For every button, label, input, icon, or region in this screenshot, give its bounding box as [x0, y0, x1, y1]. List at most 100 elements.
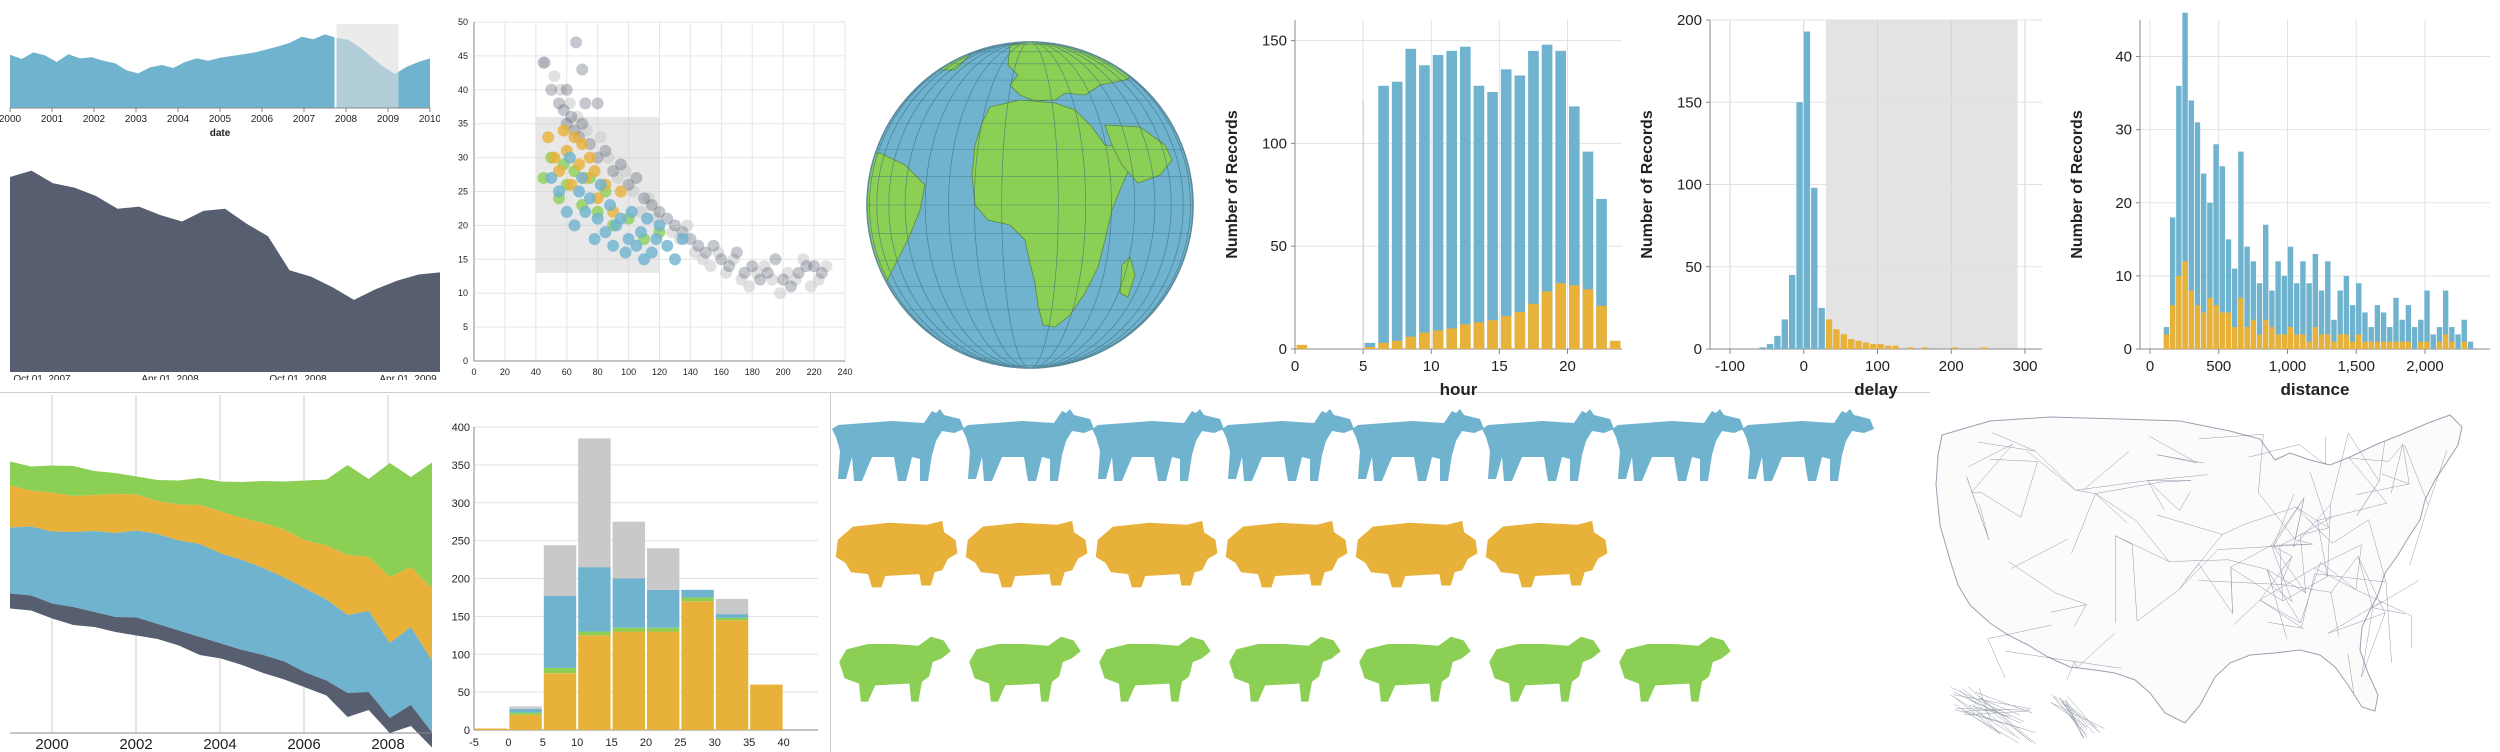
hour-histogram-chart[interactable]: 0 50 100 150 Number of Records 0 5 10 15 20 hour [1215, 0, 1630, 410]
bar-distance-selected [2256, 334, 2263, 349]
distance-histogram-chart[interactable]: 0 10 20 30 40 Number of Records 0 500 1,000 1,500… [2060, 0, 2500, 410]
route-line [2428, 450, 2448, 505]
scatter-point [704, 260, 717, 273]
route-line [1979, 503, 1990, 540]
route-line [2281, 556, 2293, 572]
route-line [1968, 443, 2013, 467]
route-line [2082, 451, 2130, 491]
route-line [1965, 710, 2036, 733]
pictograph-chart [830, 395, 1940, 752]
bar-distance-selected [2275, 334, 2281, 349]
scatter-point [761, 266, 774, 279]
route-line [2330, 555, 2359, 593]
cow-icon [1222, 409, 1354, 481]
bar-distance-selected [2176, 275, 2182, 349]
stacked-bar-segment [543, 673, 577, 730]
route-line [2071, 493, 2096, 554]
route-line [2266, 569, 2301, 623]
route-line [2131, 544, 2138, 622]
route-line [2199, 434, 2264, 440]
scatter-point [576, 138, 589, 151]
route-line [2075, 489, 2096, 494]
route-line [1992, 432, 2036, 452]
sp500-overview-chart[interactable]: 2000 2001 2002 2003 2004 2005 2006 2007 2008 2009… [0, 0, 440, 150]
x-tick-label: 2004 [203, 736, 236, 752]
route-line [2299, 534, 2307, 593]
bar-hour-selected [1419, 332, 1430, 349]
route-line [2349, 457, 2387, 504]
bar-distance-selected [2337, 334, 2343, 349]
cow-icon [832, 409, 964, 481]
route-line [1968, 705, 2011, 717]
scatter-point [727, 253, 740, 266]
flight-routes [1966, 432, 2448, 694]
scatter-point [689, 246, 702, 259]
bar-distance-selected [2200, 312, 2207, 349]
y-tick-label: 45 [458, 51, 468, 61]
scatter-point [557, 124, 570, 137]
pig-icon [1355, 520, 1478, 588]
bar-distance-selected [2188, 290, 2194, 349]
bar-hour-all [1500, 69, 1512, 349]
x-tick-label: 0 [471, 367, 476, 377]
scatter-point [591, 212, 604, 225]
route-line [2300, 562, 2321, 623]
x-tick-label: 20 [500, 367, 510, 377]
bar-distance-all [2436, 327, 2443, 349]
sheep-icon [1229, 636, 1341, 702]
bar-distance-all [2256, 283, 2263, 349]
route-line [2372, 580, 2419, 609]
x-tick-label: 140 [683, 367, 698, 377]
route-line [2147, 480, 2180, 511]
y-tick-label: 50 [1685, 259, 1702, 276]
route-line [2273, 546, 2307, 594]
cow-icon [832, 409, 964, 481]
route-line [2147, 480, 2165, 510]
route-line [2135, 520, 2170, 562]
x-tick-label: 30 [709, 737, 721, 749]
x-tick-label: 0 [1291, 358, 1299, 375]
stacked-bar-segment [647, 631, 680, 730]
bar-distance-selected [2287, 327, 2294, 349]
bar-hour-all [1555, 50, 1566, 349]
x-tick-label: 2000 [35, 736, 68, 752]
bar-distance-all [2213, 144, 2219, 349]
bar-distance-selected [2306, 341, 2312, 349]
x-tick-label: -5 [469, 737, 479, 749]
delay-histogram-chart[interactable]: 0 50 100 150 200 Number of Records -100 0 100 200… [1630, 0, 2060, 410]
scatter-point [661, 239, 674, 252]
y-tick-label: 100 [452, 649, 470, 661]
stacked-bar-segment [715, 614, 749, 618]
scatter-point [557, 104, 570, 117]
route-line [1959, 690, 2016, 736]
scatter-brush-chart[interactable]: 0 20 40 60 80 100 120 140 160 180 200 220 240 0 5 10 15 2… [440, 0, 860, 380]
bar-distance-all [2430, 334, 2436, 349]
route-line [1987, 624, 2052, 639]
bar-distance-selected [2368, 341, 2374, 349]
scatter-point [641, 212, 654, 225]
cow-icon [1612, 409, 1744, 481]
x-axis-title: distance [2281, 380, 2350, 399]
globe-map[interactable] [860, 35, 1200, 375]
divider-vertical [830, 392, 831, 752]
stacked-bar-segment [715, 598, 749, 615]
route-line [2300, 573, 2315, 629]
bar-distance-all [2200, 173, 2207, 349]
bar-delay-all [1818, 307, 1825, 349]
bar-hour-all [1582, 151, 1594, 349]
scatter-point [604, 199, 617, 212]
bar-hour-all [1541, 44, 1553, 350]
bar-distance-all [2405, 305, 2412, 349]
x-tick-label: 200 [776, 367, 791, 377]
route-line [1987, 638, 2006, 679]
route-line [1951, 687, 2025, 722]
route-line [2179, 491, 2191, 511]
scatter-point [738, 266, 751, 279]
stacked-bar-segment [612, 578, 645, 628]
scatter-point [553, 97, 566, 110]
bar-distance-selected [2269, 327, 2275, 349]
y-tick-label: 10 [458, 288, 468, 298]
scatter-point [539, 56, 552, 69]
cow-icon [1482, 409, 1614, 481]
scatter-point [812, 273, 825, 286]
